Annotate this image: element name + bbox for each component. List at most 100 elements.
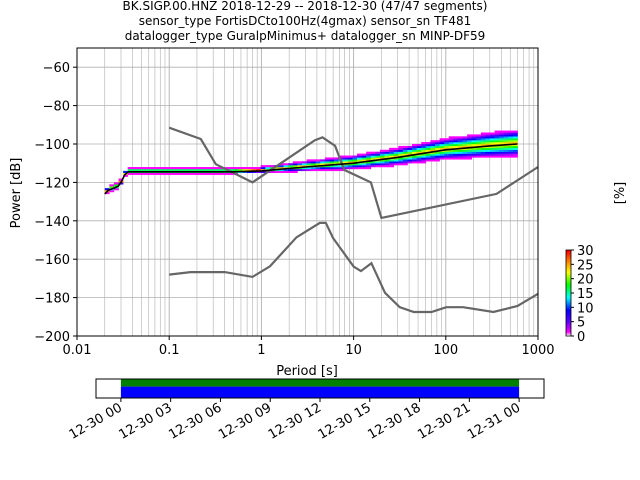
density-cell <box>398 145 404 149</box>
density-cell <box>467 136 472 139</box>
colorbar-step <box>566 287 571 290</box>
density-cell <box>412 145 417 149</box>
density-cell <box>260 165 266 168</box>
density-cell <box>324 157 330 160</box>
density-cell <box>444 155 450 158</box>
density-cell <box>490 136 495 139</box>
density-cell <box>494 149 500 152</box>
density-cell <box>439 140 445 143</box>
density-cell <box>421 159 427 162</box>
y-axis-label: Power [dB] <box>9 158 24 229</box>
density-cell <box>485 142 491 145</box>
colorbar-step <box>566 317 571 320</box>
density-cell <box>425 142 431 145</box>
density-cell <box>494 130 500 133</box>
density-cell <box>444 145 450 149</box>
density-cell <box>462 144 468 147</box>
density-cell <box>256 170 261 173</box>
density-cell <box>485 153 491 156</box>
density-cell <box>123 174 128 177</box>
density-cell <box>490 153 495 156</box>
colorbar-step <box>566 291 571 294</box>
density-cell <box>398 151 404 154</box>
time-tick-label: 12-30 09 <box>216 400 274 442</box>
density-cell <box>471 144 477 147</box>
density-cell <box>425 144 431 147</box>
density-cell <box>159 168 165 172</box>
density-cell <box>301 167 307 170</box>
density-cell <box>439 151 445 154</box>
density-cell <box>127 168 133 172</box>
colorbar-step <box>566 272 571 275</box>
density-cell <box>352 157 358 160</box>
density-cell <box>306 163 312 166</box>
density-cell <box>237 168 243 172</box>
density-cell <box>347 159 353 162</box>
density-cell <box>343 165 349 168</box>
density-cell <box>324 167 330 170</box>
density-cell <box>448 151 454 154</box>
density-cell <box>480 134 486 137</box>
density-cell <box>430 147 436 150</box>
density-cell <box>320 161 326 164</box>
density-cell <box>512 147 518 150</box>
density-cell <box>462 145 468 149</box>
density-cell <box>347 157 353 160</box>
density-cell <box>246 167 252 170</box>
density-cell <box>512 134 518 137</box>
x-axis-label: Period [s] <box>276 364 338 379</box>
density-cell <box>311 168 317 172</box>
density-cell <box>178 167 184 170</box>
colorbar-step <box>566 320 571 323</box>
density-cell <box>467 155 472 158</box>
colorbar-step <box>566 303 571 305</box>
density-cell <box>352 165 358 168</box>
density-cell <box>490 140 495 143</box>
density-cell <box>476 134 482 137</box>
density-cell <box>476 142 482 145</box>
density-cell <box>398 159 404 162</box>
density-cell <box>375 153 381 156</box>
colorbar-tick-label: 5 <box>577 316 585 331</box>
density-cell <box>471 142 477 145</box>
density-cell <box>462 140 468 143</box>
density-cell <box>499 155 505 158</box>
colorbar-step <box>566 275 571 278</box>
density-cell <box>476 144 482 147</box>
density-cell <box>503 149 509 152</box>
density-cell <box>191 168 197 172</box>
colorbar-step <box>566 314 571 317</box>
density-cell <box>412 159 417 162</box>
colorbar-step <box>566 281 571 284</box>
density-cell <box>471 149 477 152</box>
density-cell <box>178 172 184 175</box>
density-cell <box>457 149 463 152</box>
density-cell <box>494 134 500 137</box>
density-cell <box>379 151 385 154</box>
density-cell <box>393 159 399 162</box>
density-cell <box>292 165 298 168</box>
density-cell <box>503 134 509 137</box>
nlnm-curve <box>169 221 539 314</box>
colorbar-step <box>566 285 571 288</box>
density-cell <box>462 136 468 139</box>
density-cell <box>334 168 339 172</box>
density-cell <box>398 163 404 166</box>
density-cell <box>467 134 472 137</box>
density-cell <box>412 147 417 150</box>
x-tick-label: 10 <box>345 343 362 358</box>
density-cell <box>490 149 495 152</box>
density-cell <box>453 155 459 158</box>
density-cell <box>439 142 445 145</box>
density-cell <box>379 161 385 164</box>
density-cell <box>512 155 518 158</box>
density-cell <box>480 132 486 135</box>
density-cell <box>462 149 468 152</box>
density-cell <box>448 144 454 147</box>
density-cell <box>508 145 514 149</box>
density-cell <box>279 168 284 172</box>
density-cell <box>182 167 188 170</box>
density-cell <box>366 167 372 170</box>
density-cell <box>159 172 165 175</box>
density-cell <box>311 159 317 162</box>
